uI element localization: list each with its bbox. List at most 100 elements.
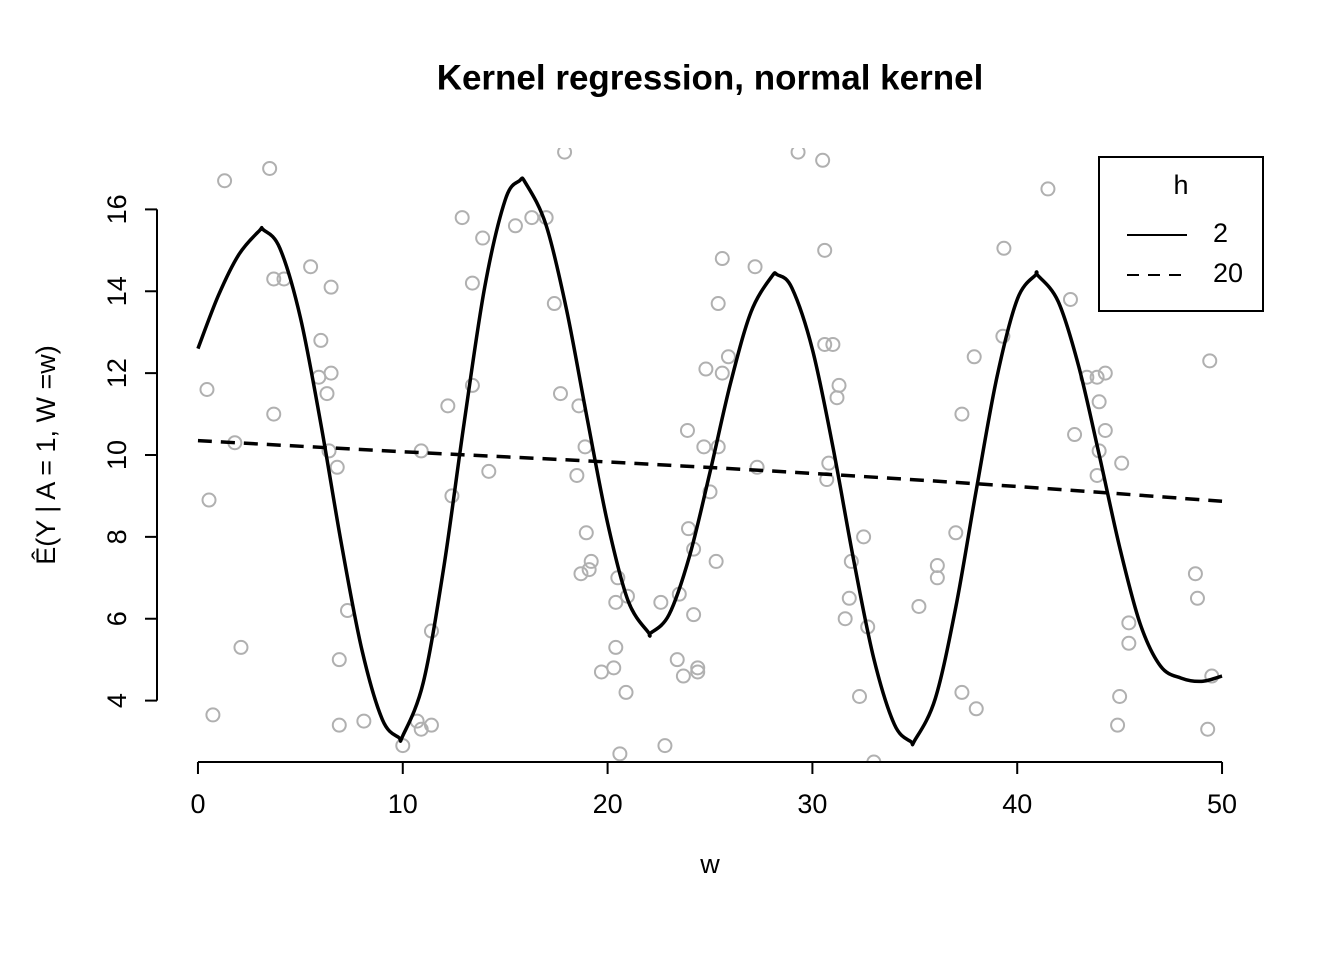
scatter-point xyxy=(577,439,593,455)
scatter-point xyxy=(852,689,868,705)
scatter-point xyxy=(199,382,215,398)
scatter-point xyxy=(201,492,217,508)
y-tick-label: 14 xyxy=(102,276,132,306)
scatter-point xyxy=(817,336,833,352)
x-tick-label: 30 xyxy=(797,789,827,819)
scatter-point xyxy=(569,467,585,483)
scatter-point xyxy=(720,349,736,365)
scatter-point xyxy=(581,562,597,578)
scatter-point xyxy=(954,684,970,700)
y-tick-label: 12 xyxy=(102,358,132,388)
scatter-point xyxy=(608,639,624,655)
scatter-point xyxy=(837,611,853,627)
y-tick-label: 8 xyxy=(102,529,132,544)
scatter-point xyxy=(329,459,345,475)
scatter-point xyxy=(690,664,706,680)
scatter-point xyxy=(1040,181,1056,197)
y-tick-label: 4 xyxy=(102,693,132,708)
scatter-point xyxy=(790,148,806,160)
x-tick-label: 10 xyxy=(388,789,418,819)
scatter-point xyxy=(356,713,372,729)
regression-line xyxy=(197,438,1223,504)
scatter-point xyxy=(440,398,456,414)
legend-label: 20 xyxy=(1213,258,1243,288)
scatter-point xyxy=(929,558,945,574)
scatter-point xyxy=(669,652,685,668)
scatter-point xyxy=(698,361,714,377)
scatter-point xyxy=(233,639,249,655)
y-axis-label: Ê(Y | A = 1, W =w) xyxy=(30,345,61,565)
scatter-point xyxy=(266,271,282,287)
scatter-point xyxy=(817,242,833,258)
scatter-point xyxy=(475,230,491,246)
scatter-point xyxy=(690,660,706,676)
scatter-point xyxy=(996,240,1012,256)
x-tick-label: 0 xyxy=(190,789,205,819)
scatter-point xyxy=(929,570,945,586)
scatter-point xyxy=(423,717,439,733)
scatter-point xyxy=(1121,635,1137,651)
scatter-point xyxy=(552,386,568,402)
scatter-point xyxy=(303,259,319,275)
scatter-point xyxy=(1187,566,1203,582)
y-tick-label: 10 xyxy=(102,440,132,470)
scatter-point xyxy=(702,484,718,500)
scatter-point xyxy=(262,160,278,176)
scatter-point xyxy=(557,148,573,160)
y-tick-label: 16 xyxy=(102,194,132,224)
chart-title: Kernel regression, normal kernel xyxy=(437,58,984,97)
scatter-point xyxy=(1202,353,1218,369)
scatter-point xyxy=(1200,721,1216,737)
scatter-point xyxy=(217,173,233,189)
scatter-point xyxy=(612,746,628,762)
scatter-point xyxy=(331,652,347,668)
regression-line xyxy=(196,176,1223,747)
y-tick-label: 6 xyxy=(102,611,132,626)
scatter-point xyxy=(1067,427,1083,443)
scatter-point xyxy=(866,754,882,762)
scatter-point xyxy=(313,332,329,348)
scatter-point xyxy=(675,668,691,684)
scatter-point xyxy=(995,328,1011,344)
x-tick-label: 50 xyxy=(1207,789,1237,819)
scatter-point xyxy=(948,525,964,541)
scatter-point xyxy=(825,336,841,352)
scatter-point xyxy=(573,566,589,582)
scatter-point xyxy=(710,296,726,312)
scatter-point xyxy=(714,251,730,267)
scatter-point xyxy=(821,455,837,471)
scatter-point xyxy=(331,717,347,733)
scatter-point xyxy=(911,598,927,614)
scatter-point xyxy=(749,459,765,475)
legend-title: h xyxy=(1173,170,1188,200)
scatter-point xyxy=(608,594,624,610)
scatter-point xyxy=(266,406,282,422)
scatter-point xyxy=(481,463,497,479)
scatter-point xyxy=(679,422,695,438)
scatter-point xyxy=(546,296,562,312)
scatter-point xyxy=(1062,291,1078,307)
scatter-point xyxy=(1110,717,1126,733)
scatter-point xyxy=(395,738,411,754)
scatter-point xyxy=(815,152,831,168)
scatter-point xyxy=(464,275,480,291)
scatter-point xyxy=(464,377,480,393)
scatter-point xyxy=(708,553,724,569)
scatter-point xyxy=(323,365,339,381)
scatter-point xyxy=(606,660,622,676)
scatter-point xyxy=(686,607,702,623)
scatter-point xyxy=(954,406,970,422)
x-axis-label: w xyxy=(699,849,720,879)
legend-label: 2 xyxy=(1213,218,1228,248)
scatter-point xyxy=(831,377,847,393)
scatter-point xyxy=(696,439,712,455)
scatter-point xyxy=(593,664,609,680)
scatter-point xyxy=(1091,394,1107,410)
scatter-point xyxy=(714,365,730,381)
scatter-point xyxy=(657,738,673,754)
scatter-point xyxy=(1121,615,1137,631)
scatter-point xyxy=(578,525,594,541)
scatter-point xyxy=(856,529,872,545)
